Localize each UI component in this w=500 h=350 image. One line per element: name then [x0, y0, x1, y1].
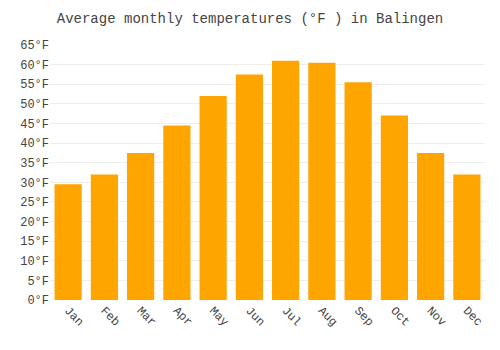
- svg-text:Dec: Dec: [460, 304, 485, 329]
- svg-text:Apr: Apr: [170, 304, 195, 329]
- svg-text:Average monthly temperatures (: Average monthly temperatures (°F ) in Ba…: [57, 11, 443, 27]
- svg-text:25°F: 25°F: [20, 196, 49, 210]
- svg-text:65°F: 65°F: [20, 39, 49, 53]
- svg-text:30°F: 30°F: [20, 177, 49, 191]
- svg-text:Oct: Oct: [387, 304, 412, 329]
- svg-text:40°F: 40°F: [20, 137, 49, 151]
- svg-text:50°F: 50°F: [20, 98, 49, 112]
- svg-text:60°F: 60°F: [20, 59, 49, 73]
- svg-text:35°F: 35°F: [20, 157, 49, 171]
- svg-text:45°F: 45°F: [20, 118, 49, 132]
- svg-text:Jun: Jun: [242, 304, 267, 329]
- svg-text:Nov: Nov: [424, 304, 449, 329]
- svg-text:5°F: 5°F: [27, 275, 49, 289]
- svg-text:May: May: [206, 304, 231, 329]
- svg-text:Sep: Sep: [351, 304, 376, 329]
- svg-text:55°F: 55°F: [20, 78, 49, 92]
- svg-text:10°F: 10°F: [20, 255, 49, 269]
- svg-text:20°F: 20°F: [20, 216, 49, 230]
- svg-text:0°F: 0°F: [27, 294, 49, 308]
- svg-text:Jul: Jul: [279, 304, 304, 329]
- svg-text:Mar: Mar: [134, 304, 159, 329]
- svg-text:Feb: Feb: [97, 304, 122, 329]
- svg-text:Aug: Aug: [315, 304, 340, 329]
- svg-text:15°F: 15°F: [20, 235, 49, 249]
- svg-text:Jan: Jan: [61, 304, 86, 329]
